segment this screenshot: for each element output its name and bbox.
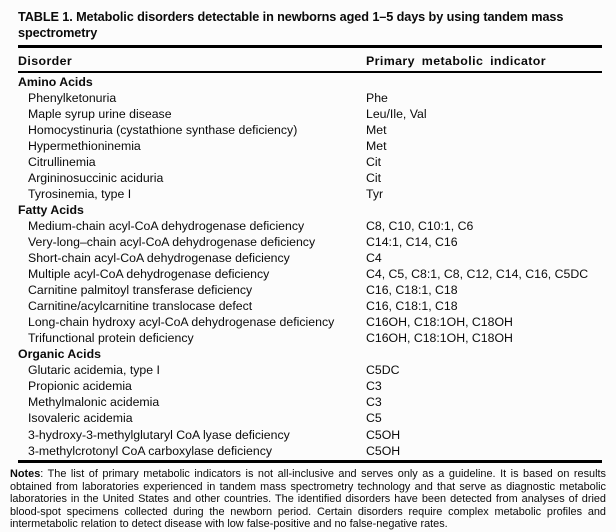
indicator-cell: Cit (366, 170, 382, 185)
section-name: Fatty Acids (18, 202, 84, 217)
table-row: Carnitine palmitoyl transferase deficien… (18, 282, 602, 298)
table-row: Medium-chain acyl-CoA dehydrogenase defi… (18, 218, 602, 234)
disorder-cell: Medium-chain acyl-CoA dehydrogenase defi… (28, 218, 305, 233)
indicator-cell: C3 (366, 379, 382, 394)
indicator-cell: C8, C10, C10:1, C6 (366, 218, 474, 233)
table-row: Trifunctional protein deficiency C16OH, C… (18, 330, 602, 346)
table-row: Citrullinemia Cit (18, 154, 602, 170)
indicator-cell: Cit (366, 154, 382, 169)
disorder-cell: Homocystinuria (cystathione synthase def… (28, 122, 298, 137)
disorder-cell: Argininosuccinic aciduria (28, 170, 164, 185)
indicator-cell: C5OH (366, 427, 401, 442)
section-header-row: Organic Acids (18, 346, 602, 362)
table-row: Hypermethioninemia Met (18, 138, 602, 154)
section-name: Organic Acids (18, 347, 101, 362)
section-name: Amino Acids (18, 74, 93, 89)
disorder-cell: 3-methylcrotonyl CoA carboxylase deficie… (28, 443, 272, 458)
table-notes: Notes: The list of primary metabolic ind… (10, 468, 606, 531)
disorder-cell: Maple syrup urine disease (28, 106, 172, 121)
disorder-cell: Phenylketonuria (28, 90, 117, 105)
indicator-cell: C3 (366, 395, 382, 410)
disorder-cell: Carnitine palmitoyl transferase deficien… (28, 283, 253, 298)
table-row: Tyrosinemia, type I Tyr (18, 186, 602, 202)
column-header-row: Disorder Primary metabolic indicator (18, 48, 602, 71)
notes-text: : The list of primary metabolic indicato… (10, 468, 606, 531)
table-row: Isovaleric acidemia C5 (18, 410, 602, 426)
indicator-cell: C5OH (366, 443, 401, 458)
disorder-cell: Trifunctional protein deficiency (28, 331, 194, 346)
table-row: Methylmalonic acidemia C3 (18, 394, 602, 410)
section-header-row: Amino Acids (18, 74, 602, 90)
indicator-cell: C5 (366, 411, 382, 426)
table-row: Multiple acyl-CoA dehydrogenase deficien… (18, 266, 602, 282)
column-header-indicator: Primary metabolic indicator (366, 54, 546, 68)
disorder-cell: Glutaric acidemia, type I (28, 363, 160, 378)
disorder-cell: 3-hydroxy-3-methylglutaryl CoA lyase def… (28, 427, 290, 442)
indicator-cell: C16, C18:1, C18 (366, 283, 458, 298)
table-row: Long-chain hydroxy acyl-CoA dehydrogenas… (18, 314, 602, 330)
disorder-cell: Tyrosinemia, type I (28, 186, 132, 201)
table-row: Glutaric acidemia, type I C5DC (18, 362, 602, 378)
table-title: TABLE 1. Metabolic disorders detectable … (18, 10, 564, 40)
indicator-cell: Phe (366, 90, 388, 105)
indicator-cell: C16, C18:1, C18 (366, 299, 458, 314)
table-body: Amino Acids Phenylketonuria Phe Maple syrup… (18, 73, 602, 459)
indicator-cell: C5DC (366, 363, 400, 378)
indicator-cell: C16OH, C18:1OH, C18OH (366, 331, 513, 346)
indicator-cell: C16OH, C18:1OH, C18OH (366, 315, 513, 330)
indicator-cell: Met (366, 122, 387, 137)
disorder-cell: Carnitine/acylcarnitine translocase defe… (28, 299, 253, 314)
section-header-row: Fatty Acids (18, 202, 602, 218)
disorder-cell: Long-chain hydroxy acyl-CoA dehydrogenas… (28, 315, 335, 330)
disorder-cell: Multiple acyl-CoA dehydrogenase deficien… (28, 267, 270, 282)
table-row: 3-methylcrotonyl CoA carboxylase deficie… (18, 443, 602, 459)
header-divider (18, 71, 602, 73)
disorder-cell: Very-long–chain acyl-CoA dehydrogenase d… (28, 234, 316, 249)
notes-label: Notes (10, 468, 41, 481)
footer-divider (18, 459, 602, 464)
disorder-cell: Hypermethioninemia (28, 138, 141, 153)
table-row: Propionic acidemia C3 (18, 378, 602, 394)
indicator-cell: C4 (366, 251, 382, 266)
disorder-cell: Methylmalonic acidemia (28, 395, 160, 410)
table-row: Argininosuccinic aciduria Cit (18, 170, 602, 186)
column-header-disorder: Disorder (18, 54, 73, 68)
table-row: Short-chain acyl-CoA dehydrogenase defic… (18, 250, 602, 266)
indicator-cell: Tyr (366, 186, 384, 201)
table-row: 3-hydroxy-3-methylglutaryl CoA lyase def… (18, 427, 602, 443)
table-row: Homocystinuria (cystathione synthase def… (18, 122, 602, 138)
indicator-cell: C4, C5, C8:1, C8, C12, C14, C16, C5DC (366, 267, 589, 282)
title-divider (18, 45, 602, 48)
disorder-cell: Short-chain acyl-CoA dehydrogenase defic… (28, 251, 290, 266)
table-row: Maple syrup urine disease Leu/Ile, Val (18, 106, 602, 122)
disorder-cell: Isovaleric acidemia (28, 411, 133, 426)
disorder-cell: Propionic acidemia (28, 379, 132, 394)
indicator-cell: Leu/Ile, Val (366, 106, 427, 121)
table-row: Carnitine/acylcarnitine translocase defe… (18, 298, 602, 314)
disorder-cell: Citrullinemia (28, 154, 96, 169)
indicator-cell: Met (366, 138, 387, 153)
table-row: Very-long–chain acyl-CoA dehydrogenase d… (18, 234, 602, 250)
indicator-cell: C14:1, C14, C16 (366, 234, 458, 249)
table-row: Phenylketonuria Phe (18, 90, 602, 106)
